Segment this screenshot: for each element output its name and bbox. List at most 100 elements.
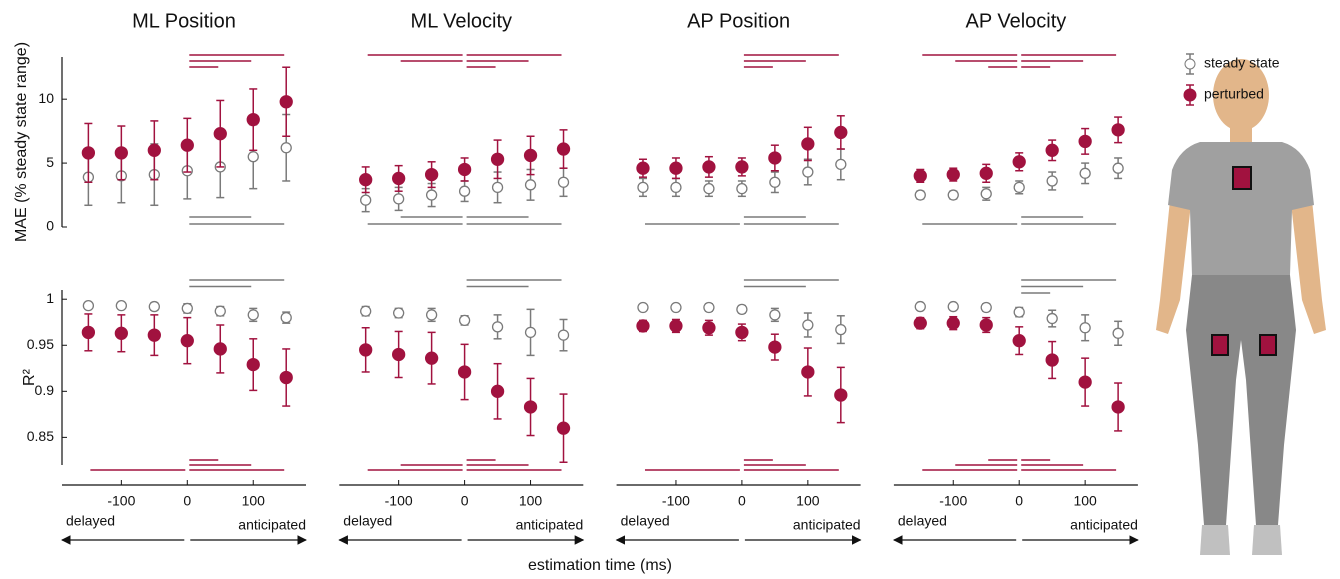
point <box>835 158 847 171</box>
point <box>914 300 926 313</box>
point <box>393 307 405 319</box>
point <box>115 300 128 312</box>
point <box>82 300 95 312</box>
point <box>213 127 227 141</box>
point <box>393 193 405 205</box>
series <box>913 54 1125 184</box>
panel: ML Velocity <box>359 10 571 225</box>
series <box>637 148 847 225</box>
point <box>768 340 782 354</box>
point <box>769 309 781 321</box>
point <box>1078 134 1092 149</box>
direction-label: anticipated <box>793 517 861 533</box>
y-tick-label: 0.85 <box>27 428 54 444</box>
point <box>913 316 927 330</box>
point <box>392 171 406 186</box>
point <box>458 185 471 197</box>
point <box>669 161 683 175</box>
point <box>279 370 293 385</box>
point <box>979 166 993 180</box>
point <box>556 421 571 435</box>
point <box>1112 162 1124 174</box>
point <box>702 321 716 335</box>
series <box>360 167 570 225</box>
point <box>148 300 160 313</box>
point <box>359 343 373 357</box>
panel-title: AP Position <box>687 10 790 32</box>
point <box>1111 123 1125 137</box>
point <box>802 319 814 331</box>
point <box>1046 175 1058 187</box>
point <box>213 342 227 356</box>
point <box>1045 353 1059 367</box>
direction-label: anticipated <box>516 517 584 533</box>
series <box>81 313 293 471</box>
point <box>147 143 161 157</box>
point <box>424 351 439 365</box>
point <box>670 301 682 314</box>
point <box>458 314 471 327</box>
legend-label: perturbed <box>1204 86 1264 102</box>
y-axis-title: MAE (% steady state range) <box>13 42 30 242</box>
y-tick-label: 0.9 <box>35 382 55 398</box>
y-tick-label: 0.95 <box>27 336 54 352</box>
y-tick-label: 0 <box>46 218 54 234</box>
point <box>947 189 959 201</box>
point <box>424 167 439 182</box>
point <box>670 181 682 194</box>
series <box>637 279 847 345</box>
point <box>557 176 570 188</box>
point <box>359 173 373 187</box>
direction-label: anticipated <box>1070 517 1138 533</box>
point <box>637 301 649 314</box>
x-tick-label: 100 <box>1073 493 1097 509</box>
point <box>1079 322 1091 334</box>
point <box>834 125 848 140</box>
direction-label: delayed <box>621 513 670 529</box>
legend-marker <box>1184 58 1196 70</box>
panel-title: ML Velocity <box>411 10 513 32</box>
point <box>946 316 960 330</box>
y-tick-label: 5 <box>46 154 54 170</box>
point <box>425 309 438 321</box>
point <box>491 181 504 194</box>
point <box>1111 400 1125 414</box>
body-figure <box>1156 59 1326 555</box>
point <box>702 160 716 174</box>
panel: -100 0 100 delayed anticipated <box>338 279 585 545</box>
series <box>636 54 848 180</box>
direction-label: delayed <box>898 513 947 529</box>
point <box>147 328 161 342</box>
point <box>703 183 715 195</box>
series <box>360 279 570 357</box>
point <box>556 142 571 156</box>
point <box>835 323 847 336</box>
legend-entry: steady state <box>1184 53 1280 75</box>
point <box>802 166 814 178</box>
point <box>425 189 438 201</box>
point <box>834 388 848 402</box>
point <box>247 309 259 321</box>
point <box>523 148 538 163</box>
point <box>769 176 781 188</box>
point <box>736 303 748 315</box>
panel: -100 0 100 delayed anticipated <box>892 279 1139 545</box>
point <box>980 301 992 314</box>
panel-title: AP Velocity <box>965 10 1066 32</box>
series <box>359 54 571 194</box>
legend-entry: perturbed <box>1183 84 1264 106</box>
y-axis-title: R² <box>21 368 38 386</box>
point <box>247 151 259 163</box>
point <box>360 194 372 206</box>
x-tick-label: 0 <box>738 493 746 509</box>
series <box>636 318 848 471</box>
panel: AP Position <box>636 10 848 225</box>
point <box>457 162 472 177</box>
point <box>523 400 538 414</box>
point <box>980 188 992 200</box>
point <box>1013 306 1025 318</box>
series <box>914 157 1124 225</box>
point <box>637 181 649 194</box>
point <box>279 95 293 109</box>
